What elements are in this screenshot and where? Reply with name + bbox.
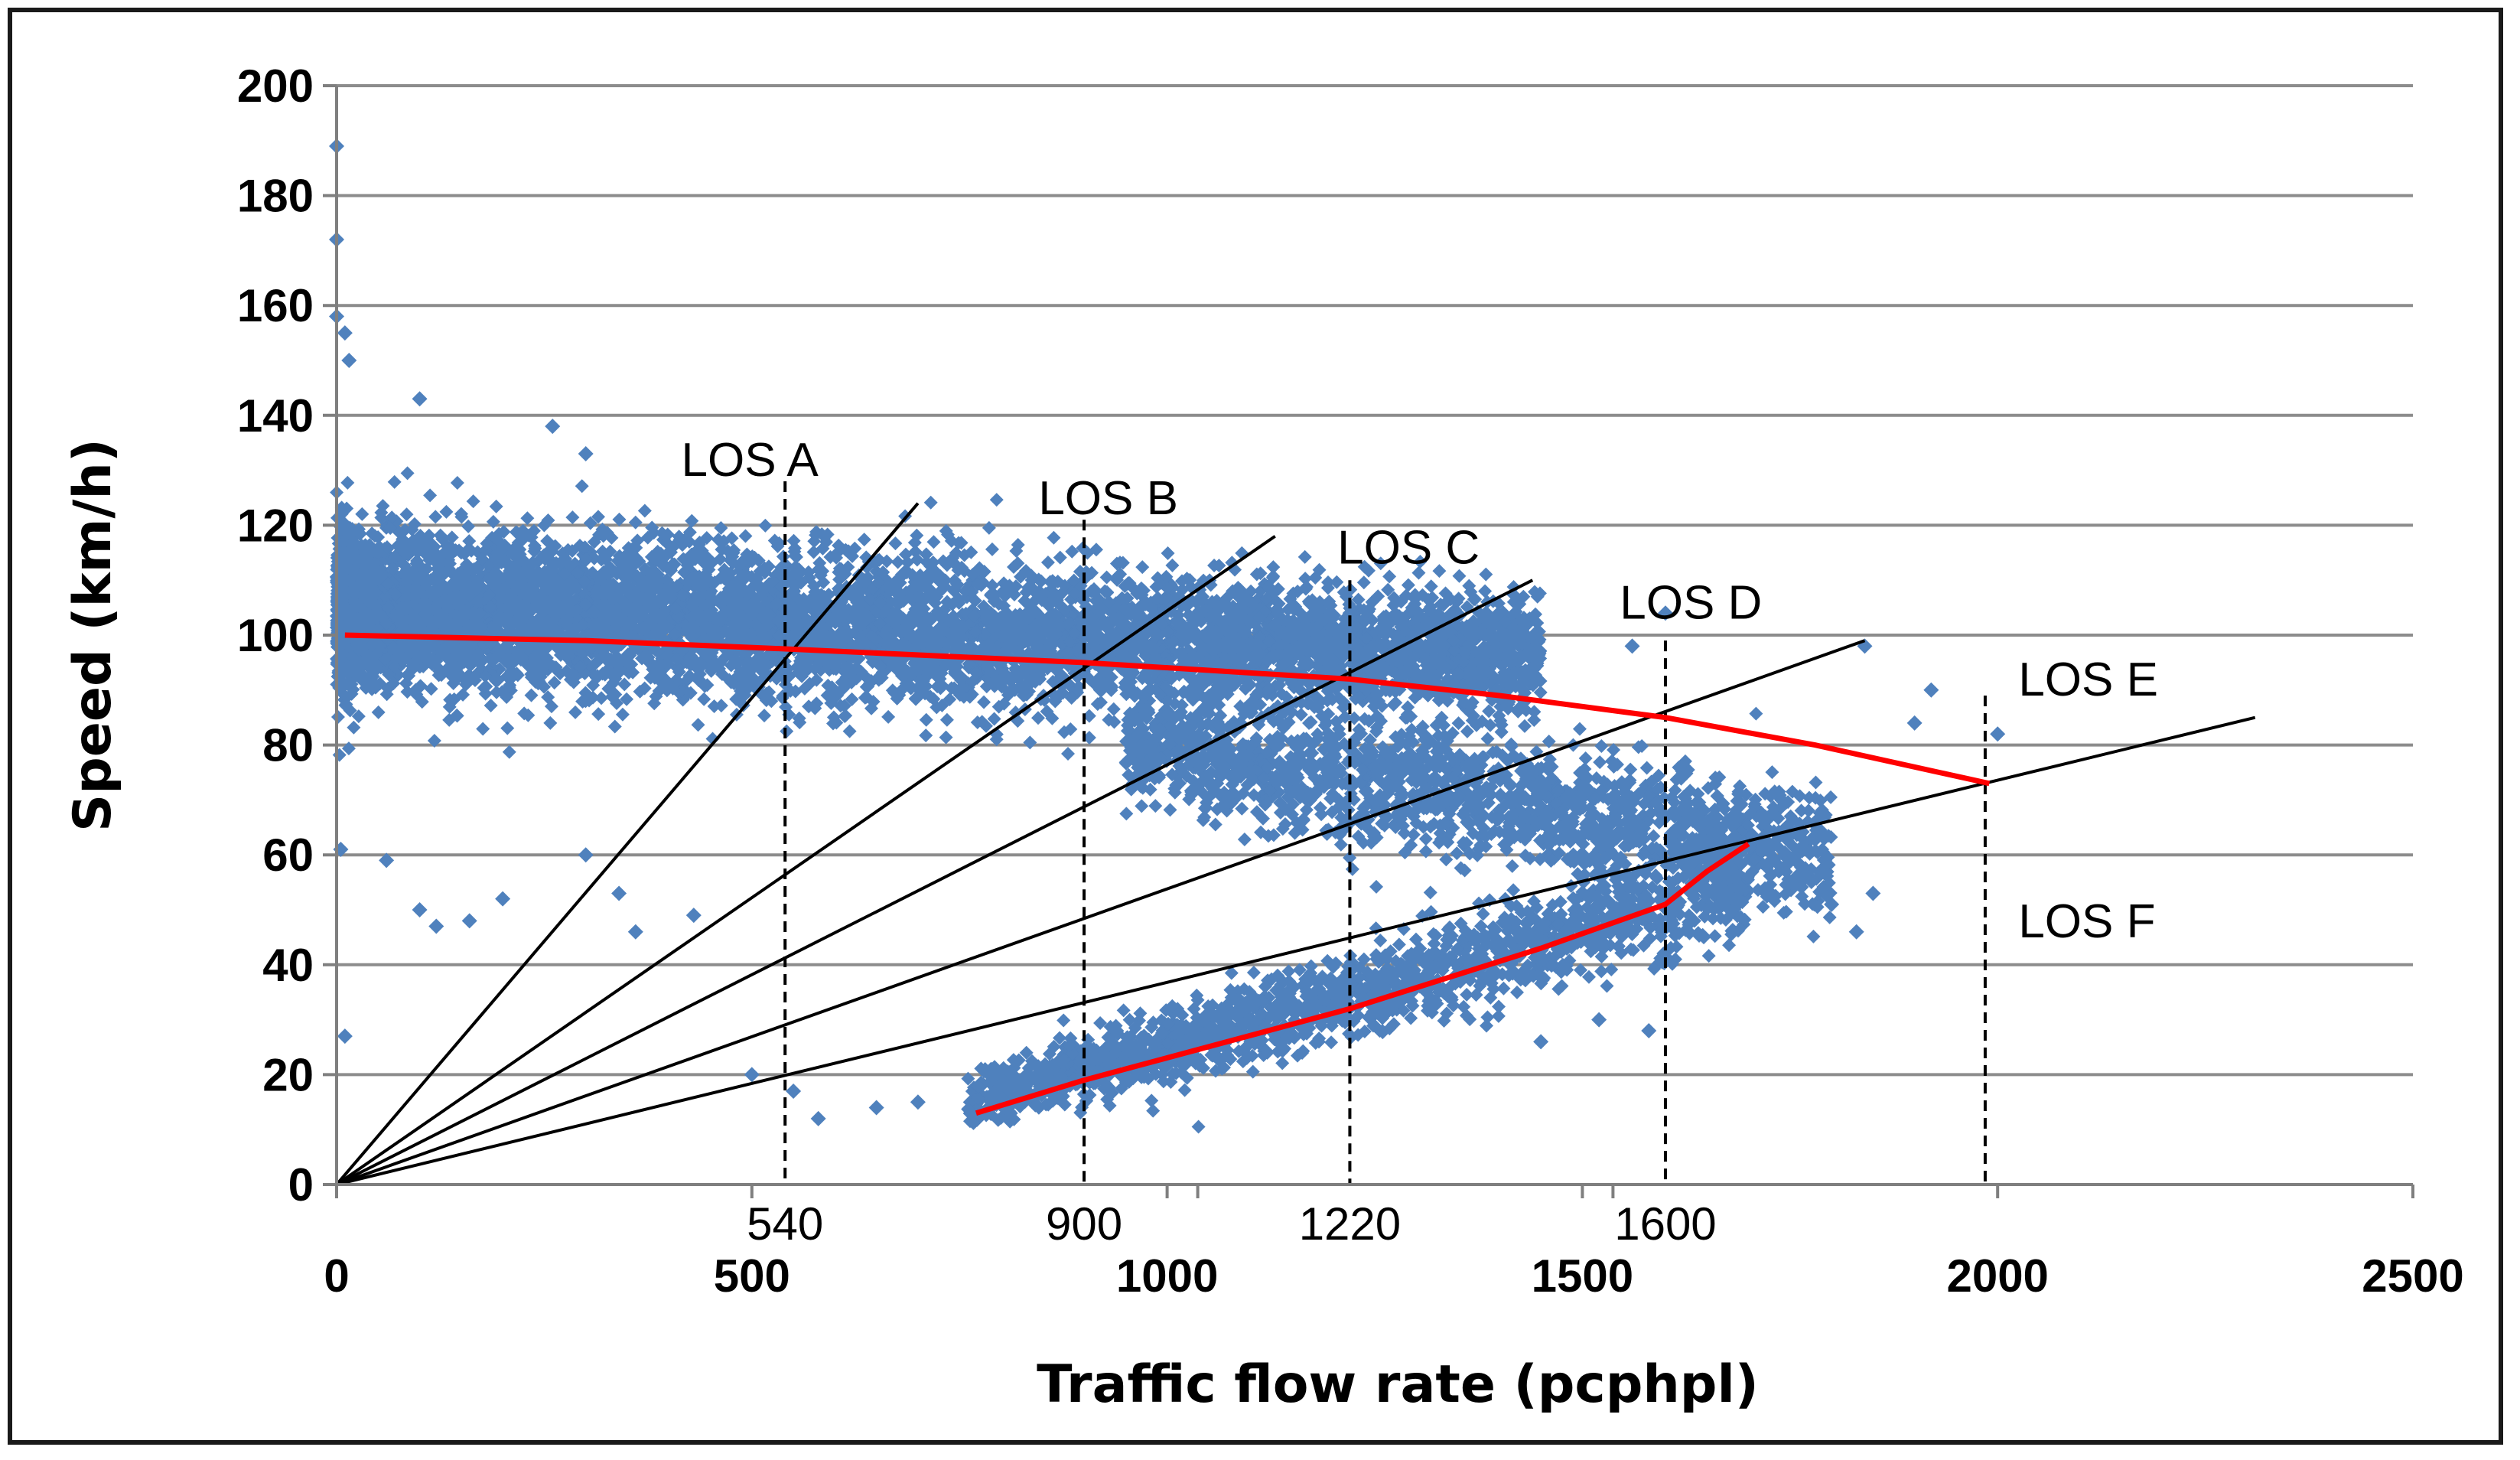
scatter-point [985, 542, 999, 556]
scatter-point [520, 511, 535, 526]
scatter-point [341, 741, 356, 756]
scatter-point [1411, 565, 1426, 580]
scatter-point [1424, 579, 1438, 594]
scatter-point [1165, 558, 1180, 572]
scatter-point [1356, 575, 1371, 590]
scatter-point [1382, 569, 1397, 584]
scatter-point [1023, 735, 1037, 750]
scatter-point [591, 707, 606, 722]
scatter-point [1106, 702, 1121, 716]
scatter-point [757, 709, 772, 723]
scatter-point [450, 476, 464, 490]
scatter-point [387, 474, 402, 489]
scatter-point [615, 707, 630, 722]
scatter-point [1330, 575, 1344, 589]
scatter-point [939, 712, 954, 727]
scatter-point [347, 720, 361, 735]
scatter-point [1351, 592, 1366, 607]
scatter-point [424, 682, 438, 696]
scatter-point [1053, 550, 1067, 565]
scatter-point [776, 549, 790, 564]
scatter-point [738, 529, 753, 543]
scatter-point [1102, 712, 1116, 727]
scatter-point [705, 732, 720, 746]
scatter-point [857, 533, 871, 547]
chart-frame: 540 900 1220 1600 0 20 40 60 80 100 120 140 160 180 20… [8, 8, 2503, 1445]
scatter-point [989, 493, 1004, 507]
scatter-point [500, 721, 515, 735]
scatter-point [1413, 555, 1428, 569]
scatter-point [881, 709, 896, 724]
scatter-point [964, 545, 978, 559]
scatter-point [842, 724, 857, 738]
scatter-point [371, 705, 386, 719]
scatter-point [1082, 731, 1096, 745]
scatter-point [355, 507, 370, 521]
scatter-layer [329, 138, 2006, 1134]
scatter-point [939, 730, 953, 745]
scatter-point [1082, 709, 1096, 723]
scatter-point [1161, 546, 1175, 560]
scatter-point [466, 494, 480, 509]
scatter-point [423, 488, 438, 503]
scatter-point [888, 536, 903, 551]
scatter-point [462, 534, 477, 549]
scatter-point [1135, 560, 1150, 575]
scatter-point [1047, 530, 1061, 545]
speed-flow-chart: 540 900 1220 160002040608010012014016018020… [63, 60, 2464, 1415]
scatter-point [926, 535, 941, 549]
scatter-point [780, 724, 794, 738]
scatter-point [489, 499, 503, 513]
scatter-point [977, 695, 991, 709]
scatter-point [1253, 566, 1268, 581]
scatter-point [1297, 549, 1312, 564]
scatter-point [714, 521, 728, 536]
scatter-point [399, 507, 414, 522]
scatter-point [1065, 544, 1079, 559]
scatter-point [1061, 746, 1076, 761]
scatter-point [1451, 716, 1466, 731]
scatter-point [982, 520, 996, 535]
scatter-point [758, 518, 773, 533]
scatter-point [607, 719, 622, 734]
scatter-point [923, 495, 938, 510]
scatter-point [502, 745, 516, 759]
scatter-point [454, 507, 468, 521]
scatter-point [1527, 713, 1542, 728]
scatter-point [568, 705, 583, 719]
scatter-point [919, 728, 933, 743]
scatter-point [543, 715, 558, 730]
scatter-point [444, 530, 459, 545]
scatter-point [575, 479, 589, 494]
